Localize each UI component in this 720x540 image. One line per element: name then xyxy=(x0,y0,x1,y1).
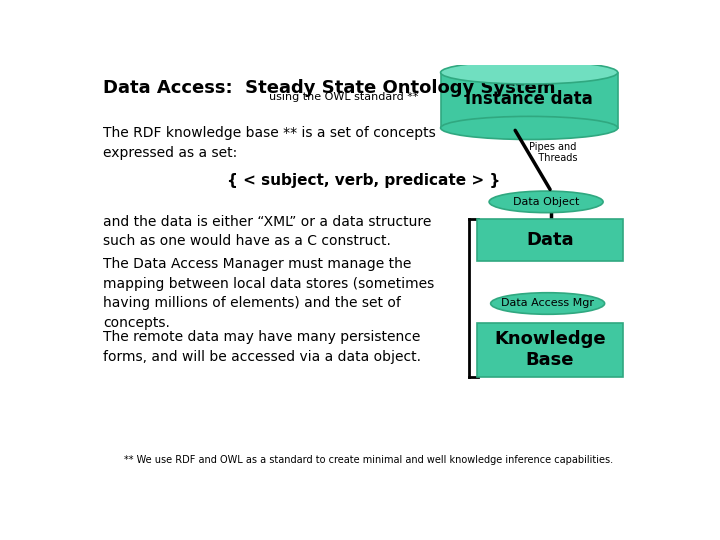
Text: Pipes and
   Threads: Pipes and Threads xyxy=(529,142,577,164)
Text: using the OWL standard **: using the OWL standard ** xyxy=(269,92,418,102)
FancyBboxPatch shape xyxy=(477,323,623,377)
Text: The RDF knowledge base ** is a set of concepts
expressed as a set:: The RDF knowledge base ** is a set of co… xyxy=(104,126,436,160)
FancyBboxPatch shape xyxy=(477,219,623,261)
Text: The remote data may have many persistence
forms, and will be accessed via a data: The remote data may have many persistenc… xyxy=(104,330,421,364)
Text: ** We use RDF and OWL as a standard to create minimal and well knowledge inferen: ** We use RDF and OWL as a standard to c… xyxy=(125,455,613,465)
Text: Knowledge
Base: Knowledge Base xyxy=(494,330,606,369)
Ellipse shape xyxy=(441,61,618,84)
Text: Data Access:  Steady State Ontology System: Data Access: Steady State Ontology Syste… xyxy=(104,79,556,97)
Text: Data: Data xyxy=(526,231,574,249)
Text: Data Object: Data Object xyxy=(513,197,580,207)
Text: { < subject, verb, predicate > }: { < subject, verb, predicate > } xyxy=(227,173,500,187)
Text: Instance data: Instance data xyxy=(465,90,593,107)
Ellipse shape xyxy=(441,117,618,139)
Text: The Data Access Manager must manage the
mapping between local data stores (somet: The Data Access Manager must manage the … xyxy=(104,257,435,330)
Text: Data Access Mgr: Data Access Mgr xyxy=(501,299,594,308)
Text: and the data is either “XML” or a data structure
such as one would have as a C c: and the data is either “XML” or a data s… xyxy=(104,215,432,248)
Ellipse shape xyxy=(489,191,603,213)
Polygon shape xyxy=(441,72,618,128)
Ellipse shape xyxy=(490,293,605,314)
